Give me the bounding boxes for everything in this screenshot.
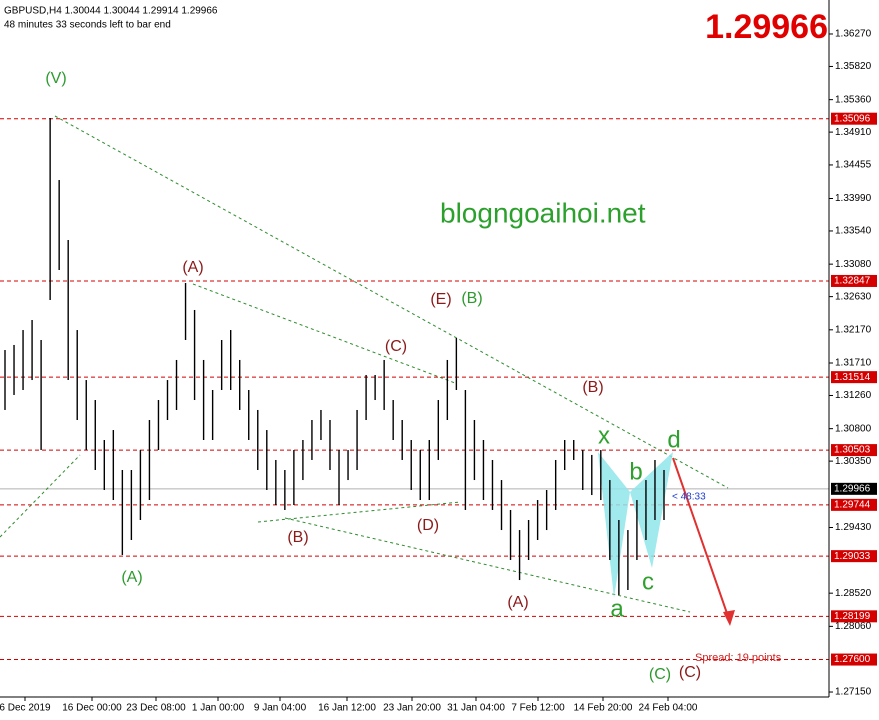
x-tick-label: 24 Feb 04:00 xyxy=(639,703,698,714)
y-tick-label: 1.32170 xyxy=(835,324,872,335)
y-tick-label: 1.27150 xyxy=(835,687,872,698)
y-tick-label: 1.31260 xyxy=(835,390,872,401)
x-tick-label: 14 Feb 20:00 xyxy=(574,703,633,714)
wave-label: x xyxy=(598,422,610,449)
arrow-head xyxy=(723,610,735,626)
forecast-arrow xyxy=(672,457,731,623)
level-label: 1.27600 xyxy=(834,654,871,665)
x-tick-label: 23 Dec 08:00 xyxy=(126,703,186,714)
x-tick-label: 31 Jan 04:00 xyxy=(447,703,505,714)
level-box xyxy=(831,498,877,511)
wave-label: a xyxy=(610,595,624,622)
trendlines xyxy=(0,115,729,613)
wave-label: (C) xyxy=(385,338,407,355)
y-tick-label: 1.30800 xyxy=(835,423,872,434)
wave-label: c xyxy=(642,568,654,595)
level-label: 1.30503 xyxy=(834,445,871,456)
level-box xyxy=(831,444,877,457)
y-tick-label: 1.31710 xyxy=(835,358,872,369)
y-tick-label: 1.28520 xyxy=(835,588,872,599)
wave-label: (C) xyxy=(679,664,701,681)
level-box xyxy=(831,274,877,287)
spread: Spread: 19 points xyxy=(695,652,782,664)
axis: 1.36270 1.35820 1.35360 1.34910 1.34455 1.339… xyxy=(0,29,877,714)
y-tick-label: 1.35820 xyxy=(835,61,872,72)
y-tick-label: 1.33080 xyxy=(835,259,872,270)
bars xyxy=(4,117,665,595)
y-tick-label: 1.33990 xyxy=(835,193,872,204)
level-label: 1.29033 xyxy=(834,551,871,562)
x-tick-label: 16 Dec 00:00 xyxy=(62,703,122,714)
pattern-xab xyxy=(598,452,630,598)
current-price-label: 1.29966 xyxy=(834,483,871,494)
x-tick-label: 6 Dec 2019 xyxy=(0,703,51,714)
y-tick-label: 1.32630 xyxy=(835,291,872,302)
wave-labels: (V) (A) (E) (B) (C) (B) x db (B) (D) (A) (A) ca (C) (C… xyxy=(45,70,701,683)
x-tick-label: 7 Feb 12:00 xyxy=(511,703,565,714)
levels xyxy=(0,118,829,661)
wave-label: (B) xyxy=(582,379,603,396)
wave-label: d xyxy=(667,426,680,453)
wave-label: b xyxy=(629,458,642,485)
x-tick-label: 16 Jan 12:00 xyxy=(318,703,376,714)
symbol-line: GBPUSD,H4 1.30044 1.30044 1.29914 1.2996… xyxy=(4,6,218,17)
level-label: 1.31514 xyxy=(834,372,871,383)
y-tick-label: 1.29430 xyxy=(835,522,872,533)
level-label: 1.28199 xyxy=(834,611,871,622)
x-tick-label: 23 Jan 20:00 xyxy=(383,703,441,714)
wave-label: (E) xyxy=(430,291,451,308)
wave-label: (V) xyxy=(45,70,66,87)
big-price: 1.29966 xyxy=(705,8,828,46)
wave-label: (C) xyxy=(649,666,671,683)
level-box xyxy=(831,610,877,623)
x-tick-label: 1 Jan 00:00 xyxy=(192,703,245,714)
y-tick-label: 1.34455 xyxy=(835,160,872,171)
timer: 48 minutes 33 seconds left to bar end xyxy=(4,20,171,31)
level-label: 1.29744 xyxy=(834,499,871,510)
current-price-box xyxy=(831,482,877,495)
wave-label: (B) xyxy=(287,529,308,546)
level-box xyxy=(831,112,877,125)
level-label: 1.35096 xyxy=(834,113,871,124)
y-tick-label: 1.36270 xyxy=(835,29,872,40)
y-tick-label: 1.35360 xyxy=(835,94,872,105)
x-tick-label: 9 Jan 04:00 xyxy=(254,703,307,714)
y-tick-label: 1.30350 xyxy=(835,456,872,467)
y-tick-label: 1.33540 xyxy=(835,226,872,237)
y-tick-label: 1.34910 xyxy=(835,127,872,138)
y-tick-label: 1.28060 xyxy=(835,621,872,632)
wave-label: (D) xyxy=(417,517,439,534)
level-box xyxy=(831,550,877,563)
countdown: < 48:33 xyxy=(672,492,706,503)
wave-label: (A) xyxy=(182,259,203,276)
level-box xyxy=(831,371,877,384)
level-box xyxy=(831,653,877,666)
wave-label: (A) xyxy=(121,569,142,586)
wave-label: (A) xyxy=(507,594,528,611)
wave-label: (B) xyxy=(461,290,482,307)
level-label: 1.32847 xyxy=(834,276,871,287)
watermark: blogngoaihoi.net xyxy=(440,197,646,228)
pattern-bcd xyxy=(630,452,673,568)
